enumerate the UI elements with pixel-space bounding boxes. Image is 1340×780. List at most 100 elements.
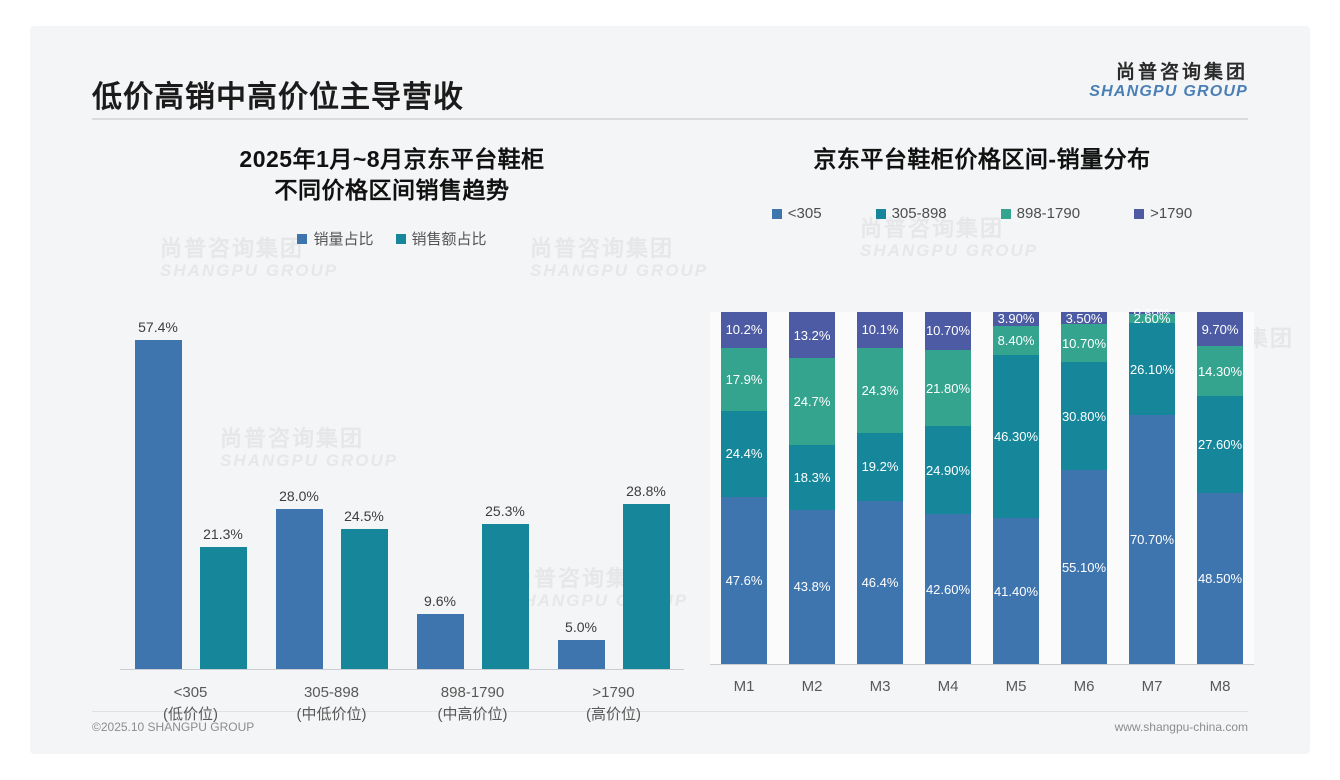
- stacked-bar-segment[interactable]: 19.2%: [857, 433, 903, 501]
- right-chart-panel: 京东平台鞋柜价格区间-销量分布 <305 305-898 898-1790 >1…: [702, 144, 1262, 724]
- stacked-bar-segment[interactable]: 24.3%: [857, 347, 903, 434]
- stacked-bar-segment[interactable]: 24.7%: [789, 358, 835, 446]
- bar[interactable]: [275, 509, 323, 669]
- stacked-bar-segment[interactable]: 2.60%: [1129, 311, 1175, 326]
- stacked-bar-column[interactable]: 3.90% 8.40% 46.30% 41.40%: [993, 311, 1039, 664]
- stacked-bar-segment[interactable]: 10.1%: [857, 312, 903, 348]
- right-stacked-chart: 10.2% 17.9% 24.4% 47.6% 13.2% 24.7% 18.3% 43.8%…: [702, 306, 1262, 724]
- legend-swatch-icon: [771, 208, 782, 219]
- right-chart-x-axis: M1 M2 M3 M4 M5 M6 M7 M8: [710, 672, 1254, 702]
- segment-value-label: 18.3%: [793, 470, 831, 486]
- legend-item[interactable]: 305-898: [875, 205, 947, 222]
- bar[interactable]: [340, 529, 388, 669]
- stacked-bar-segment[interactable]: 24.4%: [721, 410, 767, 497]
- stacked-bar-column[interactable]: 9.70% 14.30% 27.60% 48.50%: [1197, 312, 1243, 664]
- x-axis-label-range: 305-898: [303, 684, 360, 701]
- stacked-bar-segment[interactable]: 30.80%: [1061, 361, 1107, 471]
- segment-value-label: 24.90%: [925, 462, 971, 478]
- bar-column[interactable]: 28.0%: [275, 314, 323, 669]
- stacked-bar-segment[interactable]: 43.8%: [789, 509, 835, 664]
- footer-website: www.shangpu-china.com: [1114, 720, 1248, 734]
- stacked-bar-segment[interactable]: 27.60%: [1197, 396, 1243, 494]
- stacked-bar-column[interactable]: 10.2% 17.9% 24.4% 47.6%: [721, 312, 767, 664]
- bar-column[interactable]: 57.4%: [134, 314, 182, 669]
- bar[interactable]: [481, 524, 529, 669]
- stacked-bar-segment[interactable]: 13.2%: [789, 312, 835, 359]
- stacked-bar-segment[interactable]: 46.30%: [993, 355, 1039, 519]
- stacked-bar-segment[interactable]: 8.40%: [993, 325, 1039, 356]
- stacked-bar-segment[interactable]: 18.3%: [789, 445, 835, 510]
- stacked-bar-segment[interactable]: 10.70%: [1061, 324, 1107, 362]
- x-axis-label-range: <305: [173, 684, 208, 701]
- stacked-bar-segment[interactable]: 42.60%: [925, 514, 971, 664]
- legend-item[interactable]: 销售额占比: [395, 228, 487, 249]
- bar-column[interactable]: 21.3%: [199, 314, 247, 669]
- left-chart-plot-area: 57.4% 21.3% 28.0% 24.5% 9.6% 25.3% 5.0% 28.8%: [120, 314, 684, 670]
- bar[interactable]: [134, 340, 182, 669]
- segment-value-label: 70.70%: [1129, 532, 1175, 548]
- stacked-bar-column[interactable]: 3.50% 10.70% 30.80% 55.10%: [1061, 311, 1107, 664]
- legend-item[interactable]: <305: [771, 205, 822, 222]
- x-axis-label-tier: (高价位): [586, 705, 641, 723]
- stacked-bar-segment[interactable]: 41.40%: [993, 518, 1039, 664]
- left-chart-title-line1: 2025年1月~8月京东平台鞋柜: [239, 146, 545, 172]
- bar-value-label: 57.4%: [138, 319, 178, 335]
- legend-label: 898-1790: [1016, 205, 1081, 223]
- stacked-bar-segment[interactable]: 55.10%: [1061, 470, 1107, 664]
- x-axis-label-tier: (低价位): [163, 705, 218, 723]
- segment-value-label: 10.70%: [925, 323, 971, 339]
- stacked-bar-segment[interactable]: 10.70%: [925, 312, 971, 350]
- stacked-bar-segment[interactable]: 70.70%: [1129, 415, 1175, 664]
- bar[interactable]: [622, 504, 670, 669]
- stacked-bar-column[interactable]: 10.1% 24.3% 19.2% 46.4%: [857, 312, 903, 664]
- stacked-bar-segment[interactable]: 3.50%: [1061, 311, 1107, 326]
- bar-value-label: 28.0%: [279, 488, 319, 504]
- bar[interactable]: [416, 614, 464, 669]
- x-axis-label: M6: [1073, 678, 1095, 695]
- segment-value-label: 48.50%: [1197, 571, 1243, 587]
- x-axis-label: M1: [733, 678, 755, 695]
- bar-value-label: 9.6%: [424, 593, 456, 609]
- stacked-bar-segment[interactable]: 9.70%: [1197, 312, 1243, 347]
- stacked-bar-column[interactable]: 10.70% 21.80% 24.90% 42.60%: [925, 312, 971, 664]
- bar-column[interactable]: 24.5%: [340, 314, 388, 669]
- x-axis-label: M4: [937, 678, 959, 695]
- stacked-bar-segment[interactable]: 47.6%: [721, 496, 767, 664]
- stacked-bar-segment[interactable]: 21.80%: [925, 349, 971, 427]
- stacked-bar-segment[interactable]: 46.4%: [857, 500, 903, 664]
- legend-item[interactable]: 898-1790: [1000, 205, 1081, 223]
- stacked-bar-segment[interactable]: 3.90%: [993, 311, 1039, 326]
- segment-value-label: 19.2%: [861, 459, 899, 475]
- stacked-bar-segment[interactable]: 10.2%: [721, 312, 767, 348]
- legend-item[interactable]: 销量占比: [297, 228, 374, 249]
- bar[interactable]: [199, 547, 247, 669]
- legend-item[interactable]: >1790: [1134, 205, 1192, 222]
- stacked-bar-segment[interactable]: 17.9%: [721, 347, 767, 411]
- stacked-bar-segment[interactable]: 26.10%: [1129, 323, 1175, 416]
- legend-swatch-icon: [1134, 208, 1145, 219]
- bar[interactable]: [557, 640, 605, 669]
- stacked-bar-column[interactable]: 0.60% 2.60% 26.10% 70.70%: [1129, 306, 1175, 664]
- bar-column[interactable]: 25.3%: [481, 314, 529, 669]
- stacked-bar-segment[interactable]: 14.30%: [1197, 346, 1243, 397]
- segment-value-label: 46.30%: [993, 429, 1039, 445]
- segment-value-label: 10.2%: [725, 322, 763, 338]
- bar-column[interactable]: 9.6%: [416, 314, 464, 669]
- x-axis-label: <305 (低价位): [120, 682, 261, 726]
- legend-label: 销售额占比: [411, 231, 487, 249]
- bar-value-label: 24.5%: [344, 508, 384, 524]
- bar-column[interactable]: 5.0%: [557, 314, 605, 669]
- bar-column[interactable]: 28.8%: [622, 314, 670, 669]
- stacked-bar-segment[interactable]: 48.50%: [1197, 493, 1243, 664]
- slide-header: 低价高销中高价位主导营收 尚普咨询集团 SHANGPU GROUP: [30, 26, 1310, 120]
- segment-value-label: 46.4%: [861, 574, 899, 590]
- x-axis-label: M7: [1141, 678, 1163, 695]
- legend-swatch-icon: [1000, 208, 1011, 219]
- segment-value-label: 24.3%: [861, 382, 899, 398]
- stacked-bar-segment[interactable]: 24.90%: [925, 426, 971, 515]
- legend-label: >1790: [1150, 205, 1193, 223]
- bar-group: 5.0% 28.8%: [543, 314, 684, 669]
- stacked-bar-column[interactable]: 13.2% 24.7% 18.3% 43.8%: [789, 312, 835, 664]
- page-title: 低价高销中高价位主导营收: [92, 81, 464, 114]
- footer-copyright: ©2025.10 SHANGPU GROUP: [92, 720, 255, 734]
